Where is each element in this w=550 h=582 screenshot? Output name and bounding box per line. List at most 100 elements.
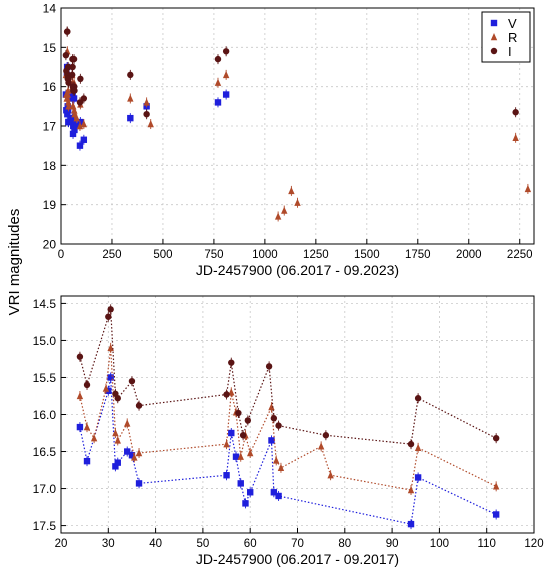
bottom-point-R [317, 442, 325, 450]
bottom-point-R [407, 486, 415, 494]
bottom-point-V [76, 423, 84, 431]
top-point-V [71, 126, 78, 134]
bottom-point-V [247, 489, 254, 496]
top-point-V [69, 114, 76, 122]
bottom-series-line-R [79, 347, 497, 491]
top-point-V [80, 136, 88, 143]
bottom-point-V [492, 511, 500, 518]
bottom-point-I [128, 377, 136, 385]
bottom-point-R [114, 436, 121, 444]
bottom-y-tick-label: 16.0 [33, 408, 57, 422]
bottom-point-R [277, 463, 285, 472]
top-x-tick-label: 1000 [252, 249, 278, 261]
bottom-series-line-V [79, 377, 497, 525]
bottom-point-I [76, 353, 84, 360]
bottom-point-R [237, 452, 244, 460]
top-point-R [73, 114, 80, 122]
bottom-point-V [128, 452, 136, 459]
legend-box [481, 11, 531, 63]
top-point-R [65, 102, 72, 110]
bottom-x-tick-label: 60 [244, 538, 257, 550]
bottom-x-tick-label: 30 [102, 538, 115, 550]
bottom-point-V [407, 520, 415, 528]
bottom-point-R [90, 434, 98, 442]
bottom-point-I [270, 415, 278, 422]
bottom-point-V [268, 437, 275, 444]
top-point-R [127, 94, 134, 102]
top-point-V [76, 142, 84, 149]
top-point-V [69, 130, 77, 138]
top-point-I [65, 79, 72, 86]
bottom-x-tick-label: 20 [55, 538, 68, 550]
top-x-tick-label: 500 [153, 249, 172, 261]
legend-label-I: I [508, 44, 512, 59]
top-x-tick-label: 2250 [507, 249, 533, 261]
bottom-point-R [76, 391, 84, 400]
top-point-I [80, 95, 88, 102]
legend: VRI [481, 11, 531, 63]
top-point-R [143, 98, 150, 106]
bottom-point-V [114, 459, 121, 466]
bottom-point-R [131, 453, 138, 461]
top-point-V [69, 91, 76, 98]
top-x-tick-label: 1750 [405, 249, 431, 261]
top-point-I [77, 75, 84, 83]
bottom-x-tick-label: 100 [430, 538, 449, 550]
top-point-V [214, 99, 222, 106]
top-point-I [143, 111, 150, 118]
bottom-x-axis-label: JD-2457900 (06.2017 - 09.2017) [196, 551, 399, 567]
bottom-x-tick-label: 40 [149, 538, 162, 550]
top-x-tick-label: 250 [102, 249, 121, 261]
bottom-point-I [105, 313, 112, 320]
bottom-y-tick-label: 15.0 [33, 334, 57, 348]
bottom-point-V [270, 489, 278, 496]
top-point-R [512, 133, 519, 141]
bottom-point-V [135, 480, 143, 487]
top-point-I [64, 28, 71, 35]
top-point-R [70, 102, 77, 110]
top-point-R [80, 120, 88, 128]
top-point-V [65, 118, 72, 126]
bottom-point-I [135, 402, 143, 409]
top-point-R [294, 198, 301, 206]
top-y-tick-label: 17 [43, 120, 57, 134]
top-point-V [127, 114, 134, 122]
legend-marker-R [490, 33, 498, 41]
top-point-R [281, 206, 288, 214]
bottom-point-I [322, 432, 330, 439]
bottom-point-R [112, 429, 119, 437]
bottom-point-V [112, 463, 119, 470]
bottom-x-tick-label: 120 [524, 538, 543, 550]
top-point-V [222, 91, 230, 98]
legend-label-V: V [508, 16, 517, 31]
bottom-point-I [239, 432, 247, 439]
legend-label-R: R [508, 30, 517, 45]
top-y-tick-label: 19 [43, 198, 57, 212]
bottom-point-R [492, 482, 500, 490]
top-y-tick-label: 15 [43, 41, 57, 55]
bottom-y-tick-label: 17.0 [33, 482, 57, 496]
bottom-point-V [242, 500, 249, 507]
top-point-I [214, 55, 222, 63]
top-point-I [62, 52, 70, 59]
bottom-point-R [327, 471, 334, 479]
bottom-point-I [107, 306, 114, 313]
top-point-I [70, 55, 78, 63]
top-point-I [512, 109, 519, 116]
bottom-point-R [124, 419, 131, 427]
top-x-axis-label: JD-2457900 (06.2017 - 09.2023) [196, 262, 399, 278]
bottom-panel-2017-light-curve: 20 30 40 50 60 70 80 90 100 110 120 14.5 15.0 15.5 16.… [33, 295, 544, 567]
top-y-tick-label: 20 [43, 238, 57, 252]
bottom-point-I [223, 391, 230, 398]
top-x-tick-label: 2000 [456, 249, 482, 261]
y-axis-label: VRI magnitudes [6, 209, 23, 316]
top-point-I [69, 71, 76, 79]
top-point-I [222, 48, 230, 55]
top-point-R [222, 70, 230, 79]
top-x-tick-label: 1250 [303, 249, 329, 261]
top-point-R [274, 212, 282, 220]
bottom-point-R [223, 440, 230, 448]
top-point-I [127, 71, 134, 79]
bottom-point-V [83, 457, 91, 465]
